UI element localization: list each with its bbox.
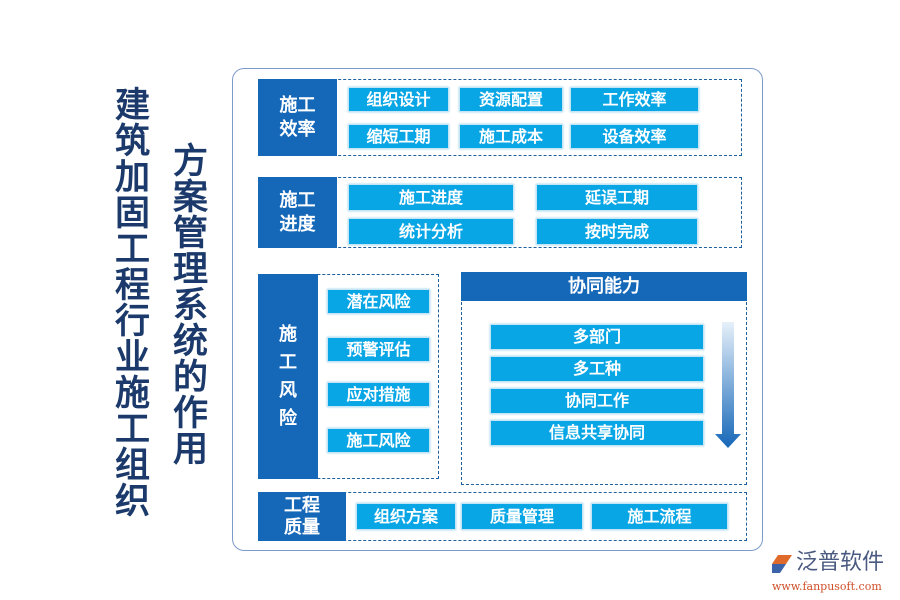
quality-item: 施工流程 <box>591 503 728 530</box>
efficiency-item: 资源配置 <box>459 87 563 112</box>
risk-item: 预警评估 <box>327 337 430 362</box>
risk-item: 潜在风险 <box>327 289 430 314</box>
efficiency-item: 施工成本 <box>459 124 563 149</box>
risk-item: 应对措施 <box>327 382 430 407</box>
progress-label: 施工 进度 <box>258 177 337 248</box>
sub-title: 方案管理系统的作用 <box>167 142 207 466</box>
collab-header: 协同能力 <box>461 272 747 301</box>
progress-item: 施工进度 <box>348 184 514 211</box>
main-title: 建筑加固工程行业施工组织 <box>109 86 149 518</box>
efficiency-label: 施工 效率 <box>258 79 337 156</box>
down-arrow-icon <box>715 322 741 448</box>
efficiency-item: 缩短工期 <box>348 124 449 149</box>
collab-item: 信息共享协同 <box>490 420 704 446</box>
risk-item: 施工风险 <box>327 428 430 453</box>
logo-name: 泛普软件 <box>796 550 885 575</box>
logo-icon <box>772 555 792 573</box>
quality-item: 组织方案 <box>356 503 456 530</box>
collab-item: 协同工作 <box>490 388 704 414</box>
quality-item: 质量管理 <box>461 503 583 530</box>
progress-item: 按时完成 <box>536 218 698 245</box>
logo-url: www.fanpusoft.com <box>772 580 882 593</box>
quality-label: 工程 质量 <box>258 492 346 541</box>
efficiency-item: 工作效率 <box>570 87 699 112</box>
diagram-frame <box>232 68 763 551</box>
efficiency-item: 组织设计 <box>348 87 449 112</box>
collab-item: 多部门 <box>490 324 704 350</box>
efficiency-item: 设备效率 <box>570 124 699 149</box>
progress-item: 统计分析 <box>348 218 514 245</box>
collab-item: 多工种 <box>490 356 704 382</box>
progress-item: 延误工期 <box>536 184 698 211</box>
risk-label: 施 工 风 险 <box>258 274 318 479</box>
